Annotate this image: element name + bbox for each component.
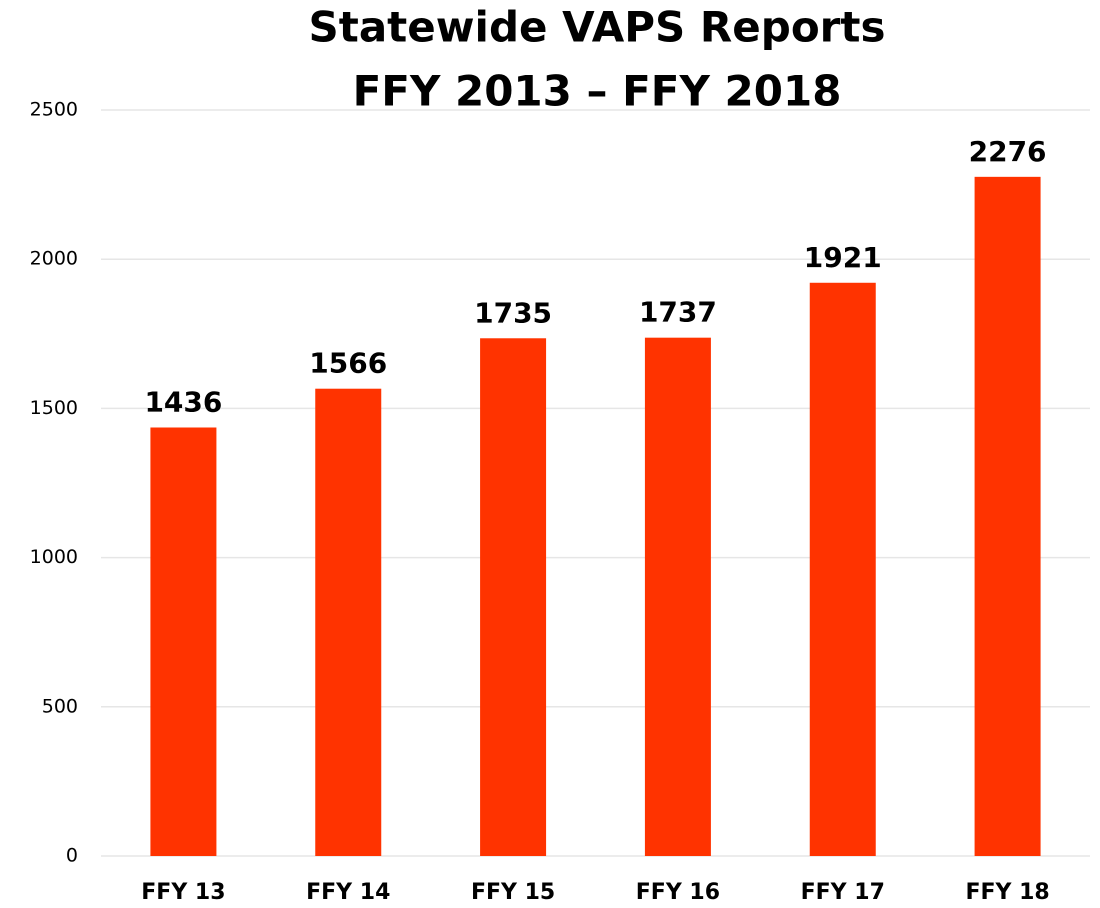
data-label: 1737 xyxy=(639,296,717,329)
bar xyxy=(480,338,547,856)
y-tick-label: 0 xyxy=(66,845,78,867)
chart-title: Statewide VAPS Reports xyxy=(309,3,886,52)
y-tick-label: 2500 xyxy=(30,99,78,121)
y-tick-label: 500 xyxy=(42,695,78,717)
data-label: 1735 xyxy=(474,296,552,329)
y-tick-label: 2000 xyxy=(30,248,78,270)
x-tick-label: FFY 18 xyxy=(965,880,1049,905)
y-tick-label: 1000 xyxy=(30,546,78,568)
x-tick-label: FFY 17 xyxy=(801,880,885,905)
data-label: 2276 xyxy=(969,135,1047,168)
bar xyxy=(809,282,876,857)
bar xyxy=(974,176,1041,856)
chart-title: FFY 2013 – FFY 2018 xyxy=(353,67,842,116)
bar xyxy=(315,388,382,856)
data-label: 1921 xyxy=(804,241,882,274)
bar xyxy=(644,337,711,856)
bar xyxy=(150,427,217,856)
data-label: 1436 xyxy=(144,385,222,418)
data-label: 1566 xyxy=(309,347,387,380)
x-tick-label: FFY 13 xyxy=(141,880,225,905)
x-tick-label: FFY 14 xyxy=(306,880,390,905)
x-tick-label: FFY 15 xyxy=(471,880,555,905)
x-tick-label: FFY 16 xyxy=(636,880,720,905)
y-tick-label: 1500 xyxy=(30,397,78,419)
